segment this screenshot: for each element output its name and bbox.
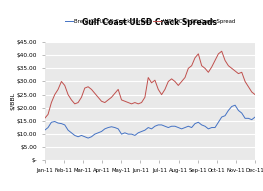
Brent/GC ULSD Crack Spread [254,116,257,118]
WTI/GC ULSD Crack Spread [70,99,73,101]
WTI/GC ULSD Crack Spread [180,80,183,83]
Line: WTI/GC ULSD Crack Spread: WTI/GC ULSD Crack Spread [45,51,255,118]
Brent/GC ULSD Crack Spread [163,125,166,127]
Line: Brent/GC ULSD Crack Spread: Brent/GC ULSD Crack Spread [45,105,255,138]
WTI/GC ULSD Crack Spread [160,94,163,96]
Brent/GC ULSD Crack Spread [150,128,153,130]
Brent/GC ULSD Crack Spread [180,128,183,130]
Brent/GC ULSD Crack Spread [133,134,136,137]
Brent/GC ULSD Crack Spread [183,126,186,129]
WTI/GC ULSD Crack Spread [254,94,257,96]
Brent/GC ULSD Crack Spread [43,129,46,131]
WTI/GC ULSD Crack Spread [43,117,46,120]
Brent/GC ULSD Crack Spread [234,104,237,106]
WTI/GC ULSD Crack Spread [177,84,180,87]
WTI/GC ULSD Crack Spread [130,103,133,105]
Legend: Brent/GC ULSD Crack Spread, WTI/GC ULSD Crack Spread: Brent/GC ULSD Crack Spread, WTI/GC ULSD … [65,19,235,24]
WTI/GC ULSD Crack Spread [147,76,150,79]
Y-axis label: $/BBL: $/BBL [10,92,15,110]
Brent/GC ULSD Crack Spread [87,137,90,139]
Brent/GC ULSD Crack Spread [70,132,73,134]
WTI/GC ULSD Crack Spread [220,50,223,52]
Title: Gulf Coast ULSD Crack Spreads: Gulf Coast ULSD Crack Spreads [82,18,218,27]
